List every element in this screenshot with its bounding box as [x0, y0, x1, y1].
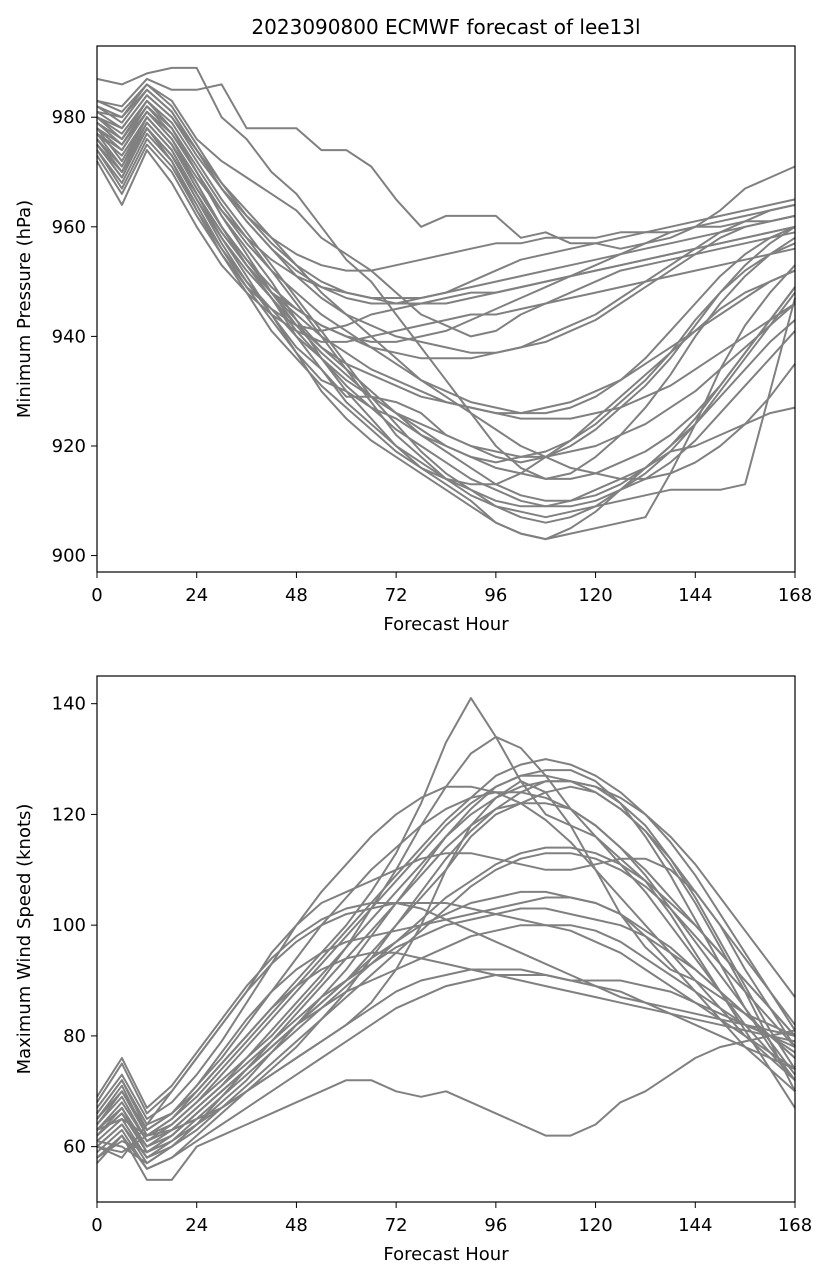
wind-member-line-20	[96, 846, 796, 1159]
wind-y-tick-label: 140	[52, 694, 86, 715]
wind-member-line-24	[96, 758, 796, 1137]
pressure-x-tick-label: 48	[285, 585, 308, 606]
pressure-member-line-12	[96, 149, 796, 343]
wind-member-line-5	[96, 852, 796, 1159]
pressure-member-line-19	[96, 105, 796, 480]
pressure-member-line-2	[96, 77, 796, 250]
pressure-y-tick-label: 980	[52, 107, 86, 128]
wind-series	[96, 697, 796, 1181]
wind-y-tick-label: 120	[52, 804, 86, 825]
wind-x-tick-label: 144	[678, 1215, 712, 1236]
pressure-member-line-1	[96, 66, 796, 480]
wind-x-tick-label: 48	[285, 1215, 308, 1236]
wind-member-line-8	[96, 896, 796, 1131]
wind-member-line-1	[96, 1029, 796, 1181]
wind-ticks: 0 24 48 72 96 120 144 168 60 80 100 120 140	[52, 694, 813, 1236]
wind-y-tick-label: 60	[63, 1137, 86, 1158]
pressure-ticks: 0 24 48 72 96 120 144 168 900 920 940 960 980	[52, 107, 813, 606]
pressure-member-line-25	[96, 83, 796, 305]
wind-x-tick-label: 0	[91, 1215, 102, 1236]
wind-member-line-10	[96, 785, 796, 1120]
pressure-member-line-13	[96, 127, 796, 486]
wind-member-line-19	[96, 791, 796, 1131]
pressure-member-line-22	[96, 99, 796, 524]
pressure-member-line-26	[96, 116, 796, 508]
wind-member-line-13	[96, 951, 796, 1137]
pressure-x-tick-label: 96	[484, 585, 507, 606]
wind-member-line-18	[96, 974, 796, 1170]
pressure-axes-frame	[96, 45, 796, 573]
wind-x-tick-label: 72	[385, 1215, 408, 1236]
wind-x-tick-label: 168	[778, 1215, 812, 1236]
pressure-x-tick-label: 72	[385, 585, 408, 606]
wind-member-line-25	[96, 890, 796, 1154]
pressure-y-tick-label: 940	[52, 326, 86, 347]
pressure-member-line-27	[96, 127, 796, 420]
pressure-x-label: Forecast Hour	[383, 614, 509, 635]
pressure-member-line-7	[96, 116, 796, 519]
pressure-member-line-3	[96, 83, 796, 338]
pressure-y-tick-label: 900	[52, 546, 86, 567]
figure-title: 2023090800 ECMWF forecast of lee13l	[251, 15, 640, 39]
pressure-member-line-18	[96, 110, 796, 299]
wind-member-line-7	[96, 968, 796, 1159]
wind-chart: 0 24 48 72 96 120 144 168 60 80 100 120 140 Forecast…	[14, 675, 813, 1265]
pressure-y-tick-label: 960	[52, 217, 86, 238]
pressure-series	[96, 66, 796, 541]
wind-x-tick-label: 120	[578, 1215, 612, 1236]
pressure-y-label: Minimum Pressure (hPa)	[14, 200, 35, 418]
wind-y-label: Maximum Wind Speed (knots)	[14, 804, 35, 1075]
pressure-x-tick-label: 24	[185, 585, 208, 606]
pressure-member-line-24	[96, 127, 796, 415]
pressure-x-tick-label: 120	[578, 585, 612, 606]
pressure-member-line-23	[96, 110, 796, 343]
wind-x-tick-label: 24	[185, 1215, 208, 1236]
pressure-member-line-15	[96, 88, 796, 354]
wind-y-tick-label: 100	[52, 915, 86, 936]
wind-member-line-15	[96, 902, 796, 1115]
pressure-member-line-14	[96, 99, 796, 480]
wind-x-label: Forecast Hour	[383, 1244, 509, 1265]
wind-member-line-22	[96, 780, 796, 1148]
wind-member-line-14	[96, 802, 796, 1165]
pressure-member-line-28	[96, 88, 796, 305]
wind-member-line-11	[96, 780, 796, 1170]
wind-x-tick-label: 96	[484, 1215, 507, 1236]
pressure-member-line-21	[96, 138, 796, 458]
pressure-chart: 0 24 48 72 96 120 144 168 900 920 940 960 980 Foreca…	[14, 45, 813, 635]
pressure-x-tick-label: 168	[778, 585, 812, 606]
wind-axes-frame	[96, 675, 796, 1203]
wind-member-line-21	[96, 902, 796, 1109]
wind-member-line-17	[96, 774, 796, 1143]
wind-member-line-23	[96, 852, 796, 1159]
pressure-x-tick-label: 144	[678, 585, 712, 606]
wind-y-tick-label: 80	[63, 1026, 86, 1047]
pressure-x-tick-label: 0	[91, 585, 102, 606]
pressure-y-tick-label: 920	[52, 436, 86, 457]
